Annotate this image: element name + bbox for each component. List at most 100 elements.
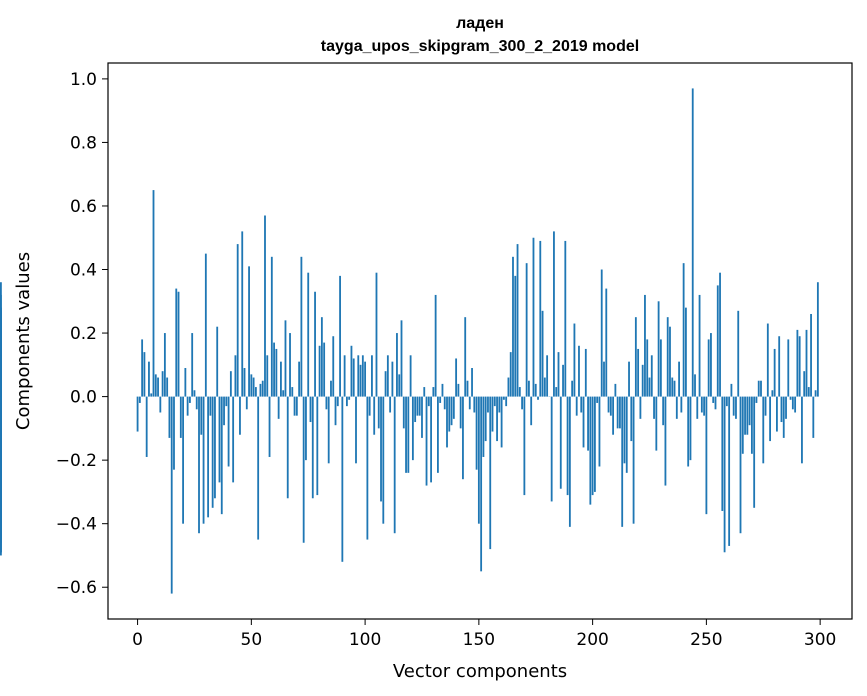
bar (227, 396, 230, 467)
bar (175, 288, 178, 397)
bar (300, 256, 303, 397)
bar (753, 396, 756, 508)
bar (534, 383, 537, 397)
bar (700, 396, 703, 413)
bar (580, 396, 583, 413)
y-tick-label: −0.4 (56, 515, 97, 535)
x-tick-label: 150 (463, 630, 495, 650)
bar (607, 396, 610, 413)
bar (225, 396, 228, 407)
bar (270, 256, 273, 397)
bar (152, 190, 155, 397)
bar (584, 348, 587, 397)
bar (475, 396, 478, 470)
bar (678, 361, 680, 397)
y-tick-label: 0.2 (70, 324, 97, 344)
bar (625, 396, 628, 473)
bar (427, 396, 430, 407)
bar (671, 377, 674, 397)
bar (216, 326, 219, 397)
bar (685, 307, 687, 397)
bar (193, 390, 196, 397)
bar (239, 396, 241, 435)
bar (275, 348, 278, 397)
bar (471, 368, 473, 397)
bar (311, 396, 314, 499)
bar (168, 396, 171, 438)
bar (600, 269, 603, 397)
bar (259, 383, 262, 397)
bar (630, 396, 633, 442)
bar (614, 383, 617, 397)
bar (202, 396, 205, 524)
y-tick-label: 0.8 (70, 133, 97, 153)
bar (359, 364, 362, 397)
bar (491, 396, 494, 432)
bar (334, 396, 337, 426)
bar (345, 396, 348, 407)
bar (207, 396, 210, 518)
bar (650, 355, 653, 397)
bar (778, 336, 781, 397)
bar (138, 396, 141, 403)
bar (423, 387, 426, 397)
bar (214, 396, 216, 499)
bar (801, 396, 803, 464)
bar (179, 396, 182, 438)
y-tick-label: −0.2 (56, 451, 97, 471)
bar (578, 345, 580, 397)
bar (352, 358, 355, 397)
bar (564, 240, 567, 397)
bar (448, 396, 451, 432)
bar (339, 275, 341, 397)
bar (593, 396, 596, 492)
bar (305, 396, 307, 461)
bar (537, 396, 539, 400)
bar (509, 352, 512, 397)
bar (439, 396, 442, 403)
bar (712, 396, 715, 403)
bar (0, 310, 2, 397)
bar (254, 387, 257, 397)
bar (234, 355, 237, 397)
bar (532, 237, 535, 397)
bar (266, 355, 269, 397)
bar (575, 396, 578, 416)
x-tick-label: 0 (132, 630, 143, 650)
bar (621, 396, 624, 527)
bar (516, 244, 519, 397)
bar (443, 396, 446, 410)
bar (393, 396, 396, 534)
bar (521, 396, 523, 410)
bar (769, 396, 771, 442)
bar (302, 396, 305, 543)
bar (634, 317, 637, 397)
bar (148, 361, 150, 397)
bar (662, 396, 665, 426)
bar (487, 396, 489, 413)
plot-frame (107, 62, 853, 620)
bar (468, 396, 471, 410)
bar (384, 371, 387, 397)
bar (707, 339, 710, 397)
bar (523, 396, 526, 496)
bar (382, 396, 385, 524)
bar (273, 342, 275, 397)
bar (371, 355, 373, 397)
bar (573, 323, 576, 397)
bar (546, 355, 549, 397)
chart-subtitle: tayga_upos_skipgram_300_2_2019 model (321, 38, 639, 55)
bar (170, 396, 173, 594)
bar (373, 396, 376, 435)
bar (355, 396, 357, 464)
bar (236, 244, 239, 397)
bar (539, 240, 542, 397)
bar (462, 396, 464, 480)
bar (512, 256, 514, 397)
bar (696, 396, 699, 419)
bar (182, 396, 184, 524)
bar (716, 285, 719, 397)
bar (760, 380, 762, 397)
bar (619, 396, 621, 429)
